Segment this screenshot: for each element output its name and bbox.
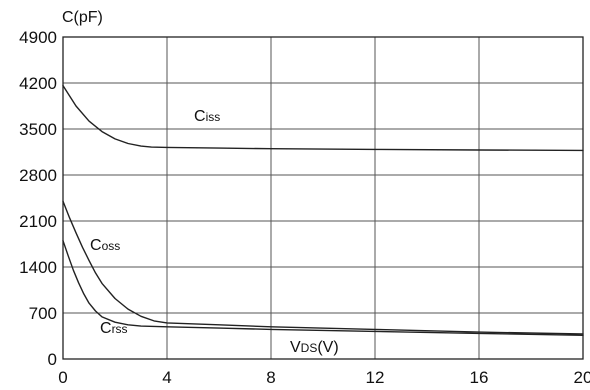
y-tick-label-0: 0 bbox=[48, 350, 57, 369]
series-label-coss-sub: oss bbox=[102, 239, 121, 253]
series-group bbox=[62, 84, 584, 336]
x-axis-label-suffix: (V) bbox=[317, 339, 338, 356]
y-tick-label-5: 3500 bbox=[19, 120, 57, 139]
x-tick-label-5: 20 bbox=[574, 368, 590, 387]
grid bbox=[63, 37, 583, 359]
plot-frame bbox=[62, 36, 584, 360]
y-tick-label-3: 2100 bbox=[19, 212, 57, 231]
series-line-crss bbox=[62, 239, 584, 336]
series-label-ciss: Ciss bbox=[194, 108, 220, 125]
series-label-coss-main: C bbox=[90, 237, 102, 254]
x-tick-label-3: 12 bbox=[366, 368, 385, 387]
series-label-crss: Crss bbox=[100, 320, 128, 337]
x-axis-label: VDS(V) bbox=[290, 339, 339, 356]
y-axis-label: C(pF) bbox=[62, 9, 103, 26]
y-tick-label-7: 4900 bbox=[19, 28, 57, 47]
y-tick-label-1: 700 bbox=[29, 304, 57, 323]
x-tick-label-0: 0 bbox=[58, 368, 67, 387]
series-label-crss-sub: rss bbox=[112, 322, 128, 336]
y-tick-label-4: 2800 bbox=[19, 166, 57, 185]
series-line-coss bbox=[62, 200, 584, 335]
y-tick-label-6: 4200 bbox=[19, 74, 57, 93]
tick-labels: 0 4 8 12 16 20 0 700 1400 2100 2800 3500 4200 4900 bbox=[19, 28, 590, 387]
x-axis-label-main: V bbox=[290, 339, 301, 356]
series-label-ciss-sub: iss bbox=[206, 110, 221, 124]
x-tick-label-4: 16 bbox=[470, 368, 489, 387]
series-label-crss-main: C bbox=[100, 320, 112, 337]
series-label-ciss-main: C bbox=[194, 108, 206, 125]
x-tick-label-2: 8 bbox=[266, 368, 275, 387]
y-tick-label-2: 1400 bbox=[19, 258, 57, 277]
series-line-ciss bbox=[62, 84, 584, 152]
x-tick-label-1: 4 bbox=[162, 368, 171, 387]
plot-border bbox=[62, 36, 584, 360]
x-axis-label-sub: DS bbox=[301, 341, 318, 355]
series-label-coss: Coss bbox=[90, 237, 120, 254]
